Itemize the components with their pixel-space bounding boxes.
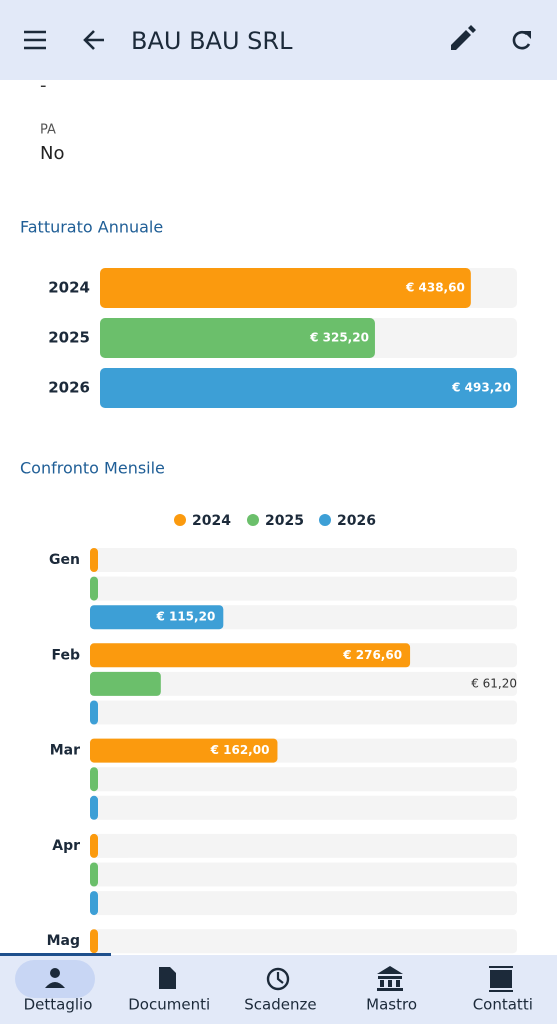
legend-label: 2025 xyxy=(265,513,304,529)
bar-track xyxy=(90,795,517,820)
bar xyxy=(100,268,471,308)
back-button[interactable] xyxy=(83,30,104,50)
icon-bank xyxy=(377,966,403,991)
icon-person xyxy=(50,968,60,978)
bar xyxy=(90,643,411,668)
nav-indicator xyxy=(0,953,111,956)
bar xyxy=(90,671,161,696)
chart-title: Fatturato Annuale xyxy=(20,218,163,237)
bar xyxy=(90,929,98,954)
bottom-nav: Dettaglio Documenti Scadenze Mastro Contatti xyxy=(0,953,557,1024)
bar-track xyxy=(90,891,517,916)
bar xyxy=(90,548,98,572)
legend-marker xyxy=(247,514,259,526)
bar xyxy=(100,318,375,358)
month-label: Apr xyxy=(52,838,80,854)
bar-track xyxy=(90,833,517,858)
value-label: € 115,20 xyxy=(155,610,215,624)
nav-label[interactable]: Documenti xyxy=(128,996,210,1014)
bar xyxy=(90,795,98,820)
field-label: PA xyxy=(40,123,56,138)
icon-contacts xyxy=(489,966,513,992)
bar xyxy=(90,576,98,601)
app-title: BAU BAU SRL xyxy=(131,27,293,55)
chart-title: Confronto Mensile xyxy=(20,459,165,478)
nav-label[interactable]: Contatti xyxy=(473,996,533,1014)
bar-track xyxy=(90,576,517,601)
category-label: 2024 xyxy=(48,279,90,297)
value-label: € 493,20 xyxy=(451,381,511,395)
icon-person-body xyxy=(45,982,65,988)
category-label: 2025 xyxy=(48,329,90,347)
field-value: - xyxy=(40,75,47,96)
icon-document xyxy=(159,967,176,989)
legend-marker xyxy=(319,514,331,526)
legend-label: 2026 xyxy=(337,513,376,529)
nav-active-pill xyxy=(15,960,95,998)
value-label: € 438,60 xyxy=(405,281,465,295)
month-label: Gen xyxy=(49,552,80,568)
month-label: Mag xyxy=(47,933,80,949)
bar xyxy=(90,738,278,763)
value-label: € 325,20 xyxy=(309,331,369,345)
edit-button[interactable] xyxy=(451,25,476,50)
month-label: Mar xyxy=(50,743,80,759)
bar xyxy=(90,767,98,792)
refresh-button[interactable] xyxy=(512,30,531,50)
bar-track xyxy=(90,767,517,792)
icon-clock-hands xyxy=(276,972,284,984)
icon-clock xyxy=(266,967,290,991)
bar-track xyxy=(90,929,517,954)
content: - PA No Fatturato Annuale 2024 € 438,60 202… xyxy=(20,75,517,954)
month-label: Feb xyxy=(51,647,80,663)
bar-track xyxy=(90,671,517,696)
legend-label: 2024 xyxy=(192,513,231,529)
refresh-arrow xyxy=(523,31,531,39)
legend-marker xyxy=(174,514,186,526)
nav-label[interactable]: Mastro xyxy=(366,996,417,1014)
bar xyxy=(90,833,98,858)
nav-label[interactable]: Dettaglio xyxy=(24,996,93,1014)
nav-label[interactable]: Scadenze xyxy=(244,996,316,1014)
menu-button[interactable] xyxy=(24,30,46,50)
bar xyxy=(100,368,517,408)
category-label: 2026 xyxy=(48,379,90,397)
bar xyxy=(90,891,98,916)
value-label: € 162,00 xyxy=(210,743,270,757)
value-label: € 276,60 xyxy=(342,648,402,662)
bar xyxy=(90,862,98,887)
bar-track xyxy=(90,862,517,887)
bar xyxy=(90,605,224,630)
bar-track xyxy=(90,548,517,572)
bar xyxy=(90,700,98,725)
field-value: No xyxy=(40,143,64,164)
value-label: € 61,20 xyxy=(471,676,517,690)
bar-track xyxy=(90,700,517,725)
